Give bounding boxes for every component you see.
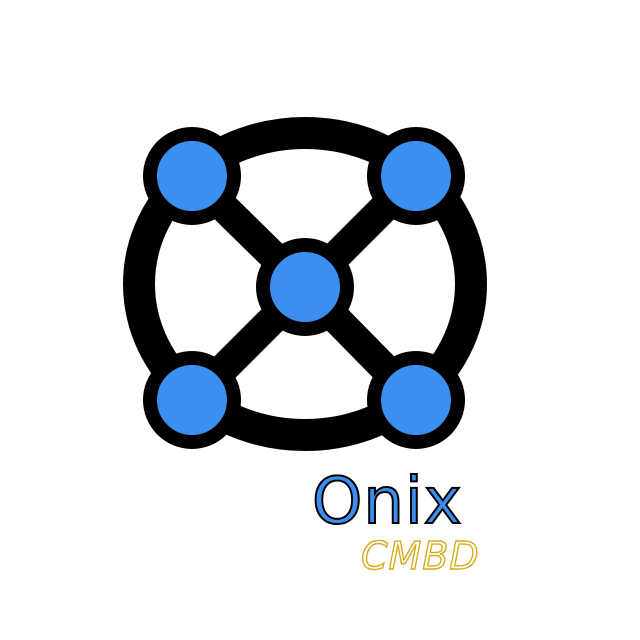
outer-ring [123, 117, 487, 451]
node-top-right [367, 127, 465, 225]
node-top-left [143, 127, 241, 225]
node-bottom-right [367, 351, 465, 449]
node-bottom-left [143, 351, 241, 449]
brand-name: Onix [311, 465, 463, 539]
brand-subtitle: CMBD [360, 534, 480, 578]
node-center [256, 238, 354, 336]
nodes [143, 127, 465, 449]
